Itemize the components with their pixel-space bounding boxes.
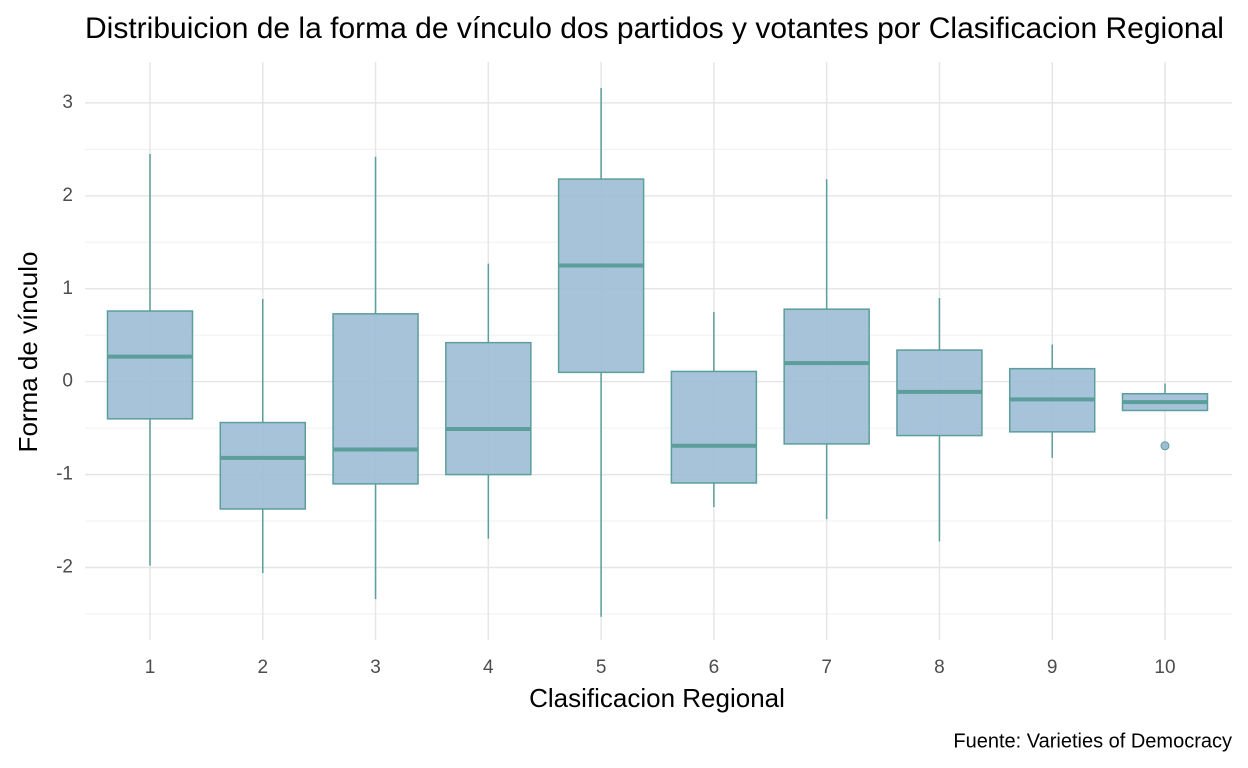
- x-tick-label: 9: [1047, 657, 1058, 678]
- outlier: [1160, 441, 1170, 451]
- y-tick-label: 0: [62, 371, 73, 392]
- y-tick-label: 3: [62, 92, 73, 113]
- box: [783, 308, 870, 445]
- y-tick-label: 2: [62, 185, 73, 206]
- box: [445, 341, 532, 476]
- x-tick-label: 4: [483, 657, 494, 678]
- x-tick-label: 10: [1154, 657, 1175, 678]
- y-tick-label: 1: [62, 278, 73, 299]
- x-tick-label: 3: [370, 657, 381, 678]
- y-axis-title: Forma de vínculo: [13, 252, 43, 453]
- box: [219, 421, 307, 510]
- x-tick-label: 7: [821, 657, 832, 678]
- box: [557, 178, 645, 374]
- x-tick-label: 8: [934, 657, 945, 678]
- x-tick-label: 5: [596, 657, 607, 678]
- y-tick-label: -2: [56, 557, 73, 578]
- chart-title: Distribuicion de la forma de vínculo dos…: [85, 12, 1224, 45]
- x-axis-title: Clasificacion Regional: [529, 683, 785, 713]
- box: [670, 370, 758, 484]
- y-tick-label: -1: [56, 464, 73, 485]
- x-tick-label: 6: [709, 657, 720, 678]
- box: [332, 313, 419, 485]
- x-tick-label: 2: [257, 657, 268, 678]
- box: [106, 310, 194, 420]
- x-tick-label: 1: [145, 657, 156, 678]
- caption: Fuente: Varieties of Democracy: [953, 730, 1232, 752]
